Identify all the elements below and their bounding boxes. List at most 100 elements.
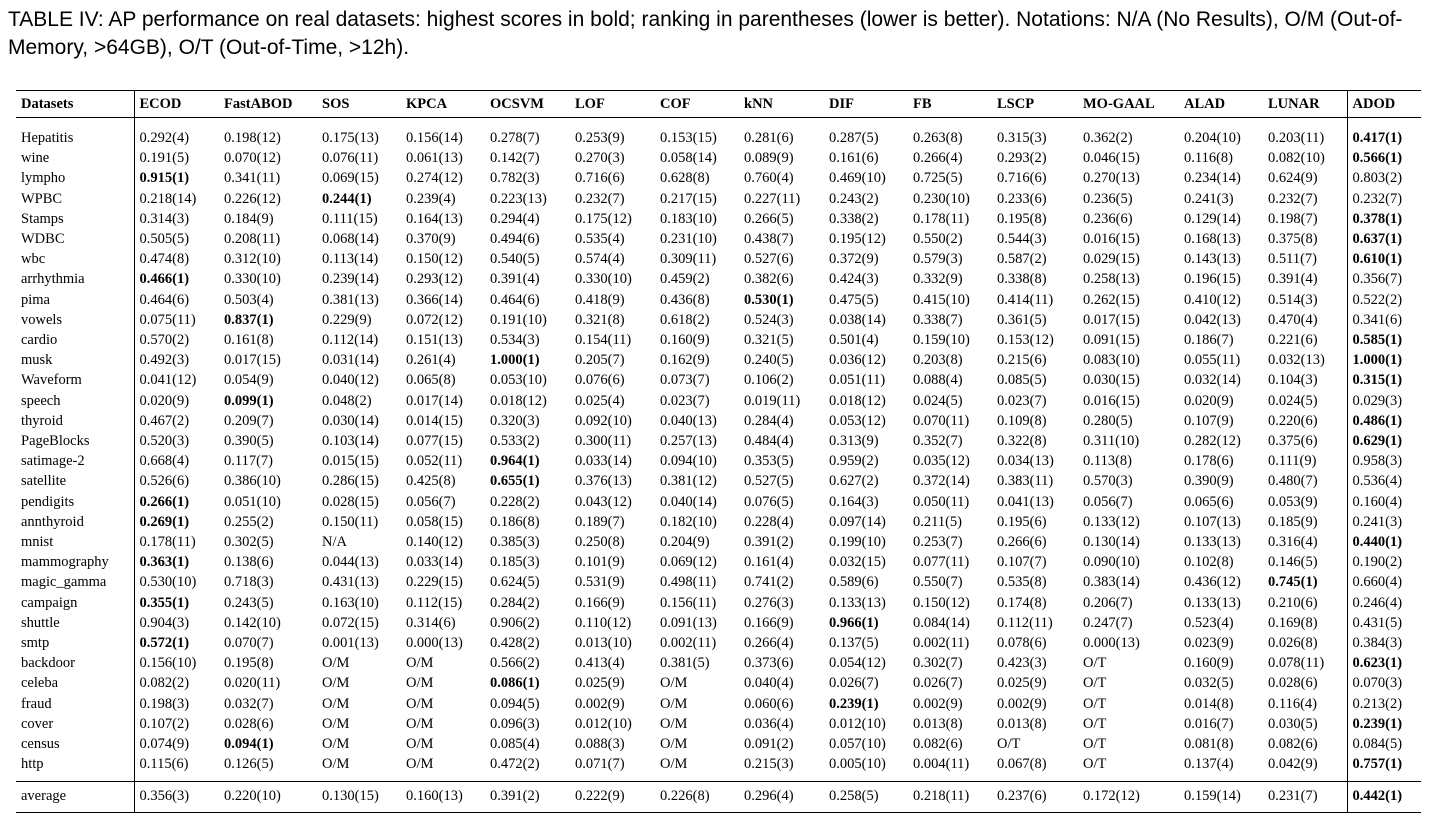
score-cell: 0.160(13) xyxy=(406,788,463,805)
score-cell: 0.060(6) xyxy=(744,695,794,712)
score-cell: 0.356(7) xyxy=(1346,269,1421,290)
score-cell: 0.492(3) xyxy=(139,352,190,369)
score-cell: 0.253(7) xyxy=(913,534,963,551)
score-cell: 0.043(12) xyxy=(575,493,632,510)
score-cell: 0.150(12) xyxy=(913,594,970,611)
table-caption: TABLE IV: AP performance on real dataset… xyxy=(8,8,1403,59)
score-cell: 0.129(14) xyxy=(1184,210,1241,227)
score-cell: 0.091(2) xyxy=(744,736,794,753)
score-cell: 0.070(7) xyxy=(224,635,274,652)
score-cell: 0.321(8) xyxy=(575,311,625,328)
dataset-name: campaign xyxy=(16,592,135,613)
score-cell: 0.760(4) xyxy=(744,170,794,187)
score-cell: 0.356(3) xyxy=(139,788,190,805)
score-cell: 0.534(3) xyxy=(490,332,540,349)
dataset-name: musk xyxy=(16,350,135,371)
score-cell: 0.073(7) xyxy=(660,372,710,389)
score-cell: 0.150(11) xyxy=(322,513,379,530)
score-cell: 0.106(2) xyxy=(744,372,794,389)
score-cell: 0.803(2) xyxy=(1346,168,1421,189)
score-cell: O/T xyxy=(1083,675,1107,692)
score-cell: 0.475(5) xyxy=(829,291,879,308)
score-cell: 0.137(5) xyxy=(829,635,879,652)
score-cell: 0.203(11) xyxy=(1268,130,1325,146)
score-cell: 0.623(1) xyxy=(1346,653,1421,674)
score-cell: 0.322(8) xyxy=(997,433,1047,450)
score-cell: 0.244(1) xyxy=(317,189,401,209)
score-cell: 0.005(10) xyxy=(829,756,886,773)
score-cell: 0.156(10) xyxy=(139,655,197,672)
score-cell: 0.014(8) xyxy=(1184,695,1234,712)
score-cell: 0.544(3) xyxy=(997,231,1047,248)
score-cell: 0.016(15) xyxy=(1083,392,1140,409)
score-cell: 0.101(9) xyxy=(575,554,625,571)
score-cell: 0.107(13) xyxy=(1184,513,1241,530)
score-cell: 0.410(12) xyxy=(1184,291,1241,308)
score-cell: 0.966(1) xyxy=(824,613,908,633)
score-cell: 0.535(8) xyxy=(997,574,1047,591)
score-cell: 0.503(4) xyxy=(224,291,274,308)
score-cell: 0.535(4) xyxy=(575,231,625,248)
score-cell: 0.156(11) xyxy=(660,594,717,611)
score-cell: 0.366(14) xyxy=(406,291,463,308)
score-cell: 0.550(2) xyxy=(913,231,963,248)
score-cell: 0.270(13) xyxy=(1083,170,1140,187)
score-cell: 0.086(1) xyxy=(485,673,570,693)
column-header-kpca: KPCA xyxy=(406,95,448,112)
score-cell: 0.425(8) xyxy=(406,473,456,490)
score-cell: 0.527(5) xyxy=(744,473,794,490)
score-cell: 0.314(3) xyxy=(139,210,190,227)
score-cell: 0.240(5) xyxy=(744,352,794,369)
score-cell: 0.423(3) xyxy=(997,655,1047,672)
score-cell: 0.162(9) xyxy=(660,352,710,369)
score-cell: 0.230(10) xyxy=(913,190,970,207)
dataset-name: http xyxy=(16,754,135,781)
score-cell: 0.142(7) xyxy=(490,150,540,167)
score-cell: 0.226(12) xyxy=(224,190,281,207)
score-cell: 0.436(12) xyxy=(1184,574,1241,591)
score-cell: 0.284(4) xyxy=(744,412,794,429)
score-cell: 0.186(7) xyxy=(1184,332,1234,349)
score-cell: 0.036(12) xyxy=(829,352,886,369)
score-cell: 0.160(9) xyxy=(1184,655,1234,672)
score-cell: 0.287(5) xyxy=(829,130,879,146)
best-score: 0.566(1) xyxy=(1352,150,1403,167)
best-score: 0.466(1) xyxy=(139,271,190,288)
score-cell: 0.428(2) xyxy=(490,635,540,652)
score-cell: 0.589(6) xyxy=(829,574,879,591)
score-cell: 0.032(5) xyxy=(1184,675,1234,692)
score-cell: 0.019(11) xyxy=(744,392,801,409)
column-header-cof: COF xyxy=(660,95,691,112)
score-cell: 0.088(3) xyxy=(575,736,625,753)
score-cell: 0.579(3) xyxy=(913,251,963,268)
score-cell: 0.000(13) xyxy=(406,635,463,652)
score-cell: O/M xyxy=(322,756,350,773)
score-cell: 0.390(9) xyxy=(1184,473,1234,490)
table-row: pendigits 0.266(1) 0.051(10) 0.028(15) 0.056… xyxy=(16,491,1421,512)
score-cell: 0.182(10) xyxy=(660,513,717,530)
score-cell: 0.315(3) xyxy=(997,130,1047,146)
score-cell: 0.610(1) xyxy=(1346,249,1421,270)
score-cell: N/A xyxy=(322,534,347,551)
score-cell: 0.041(12) xyxy=(139,372,197,389)
score-cell: 0.040(12) xyxy=(322,372,379,389)
score-cell: 0.904(3) xyxy=(139,614,190,631)
score-cell: 0.469(10) xyxy=(829,170,886,187)
score-cell: 0.624(5) xyxy=(490,574,540,591)
score-cell: 0.025(9) xyxy=(997,675,1047,692)
score-cell: O/M xyxy=(660,736,688,753)
column-header-dif: DIF xyxy=(829,95,854,112)
column-header-lunar: LUNAR xyxy=(1268,95,1320,112)
score-cell: 0.089(9) xyxy=(744,150,794,167)
score-cell: 0.668(4) xyxy=(139,453,190,470)
score-cell: 0.234(14) xyxy=(1184,170,1241,187)
score-cell: 0.237(6) xyxy=(997,788,1047,805)
score-cell: 0.203(8) xyxy=(913,352,963,369)
score-cell: 0.172(12) xyxy=(1083,788,1140,805)
score-cell: 0.385(3) xyxy=(490,534,540,551)
score-cell: 0.175(12) xyxy=(575,210,632,227)
score-cell: O/M xyxy=(660,675,688,692)
score-cell: 0.014(15) xyxy=(406,412,463,429)
score-cell: 0.618(2) xyxy=(660,311,710,328)
score-cell: 0.258(13) xyxy=(1083,271,1140,288)
